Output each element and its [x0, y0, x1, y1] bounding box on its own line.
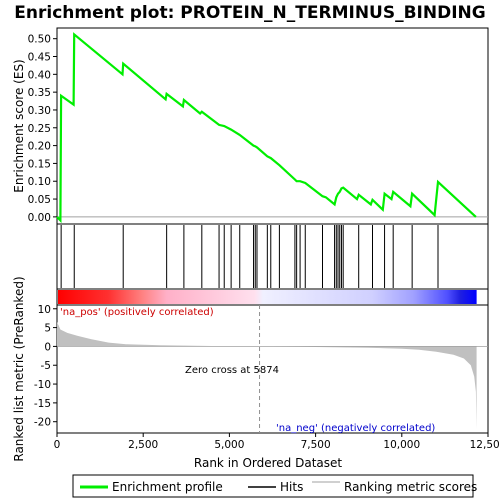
- metric-y-ticks: 10 5 0 -5 -10 -15 -20: [34, 304, 57, 429]
- legend-enrichment-label: Enrichment profile: [112, 480, 223, 494]
- legend-metric-label: Ranking metric scores: [344, 480, 477, 494]
- x-tick-label: 0: [54, 439, 61, 451]
- x-tick-label: 5,000: [214, 439, 244, 451]
- legend-hits-label: Hits: [280, 480, 303, 494]
- es-tick-label: 0.20: [28, 141, 51, 153]
- es-y-ticks: 0.00 0.05 0.10 0.15 0.20 0.25 0.30 0.35 0.40 0.45…: [28, 34, 57, 224]
- x-axis-ticks: 0 2,500 5,000 7,500 10,000 12,500: [54, 433, 500, 451]
- x-tick-label: 7,500: [301, 439, 331, 451]
- x-axis-label: Rank in Ordered Dataset: [194, 456, 342, 470]
- metric-tick-label: -10: [34, 379, 51, 391]
- chart-title: Enrichment plot: PROTEIN_N_TERMINUS_BIND…: [14, 3, 485, 23]
- es-tick-label: 0.35: [28, 87, 51, 99]
- metric-tick-label: -5: [41, 360, 51, 372]
- es-panel: 0.00 0.05 0.10 0.15 0.20 0.25 0.30 0.35 0.40 0.45…: [28, 27, 489, 225]
- x-tick-label: 10,000: [383, 439, 420, 451]
- metric-y-axis-label: Ranked list metric (PreRanked): [12, 276, 26, 461]
- hit-markers: [60, 225, 439, 288]
- legend-frame: [72, 474, 474, 498]
- neg-annotation: 'na_neg' (negatively correlated): [276, 423, 435, 434]
- zero-cross-annotation: Zero cross at 5874: [185, 365, 279, 376]
- es-tick-label: 0.05: [28, 194, 51, 206]
- es-tick-label: 0.40: [28, 69, 51, 81]
- metric-tick-label: 0: [44, 341, 51, 353]
- x-tick-label: 12,500: [470, 439, 500, 451]
- metric-tick-label: 10: [38, 304, 51, 316]
- metric-panel-frame: [56, 304, 489, 434]
- enrichment-profile-line: [56, 32, 477, 224]
- legend: Enrichment profile Hits Ranking metric s…: [72, 474, 477, 498]
- rank-color-band: [58, 290, 477, 304]
- es-tick-label: 0.30: [28, 105, 51, 117]
- pos-annotation: 'na_pos' (positively correlated): [60, 307, 214, 318]
- hits-panel: [56, 223, 489, 291]
- es-tick-label: 0.45: [28, 52, 51, 64]
- es-y-axis-label: Enrichment score (ES): [12, 59, 26, 192]
- es-tick-label: 0.15: [28, 158, 51, 170]
- metric-tick-label: 5: [44, 323, 51, 335]
- es-tick-label: 0.10: [28, 176, 51, 188]
- metric-panel: 10 5 0 -5 -10 -15 -20 'na_pos' (positively cor…: [34, 304, 489, 434]
- metric-tick-label: -20: [34, 417, 51, 429]
- es-panel-frame: [56, 27, 489, 225]
- es-tick-label: 0.00: [28, 212, 51, 224]
- metric-tick-label: -15: [34, 398, 51, 410]
- es-tick-label: 0.25: [28, 123, 51, 135]
- x-tick-label: 2,500: [128, 439, 158, 451]
- es-tick-label: 0.50: [28, 34, 51, 46]
- hits-panel-frame: [56, 223, 489, 291]
